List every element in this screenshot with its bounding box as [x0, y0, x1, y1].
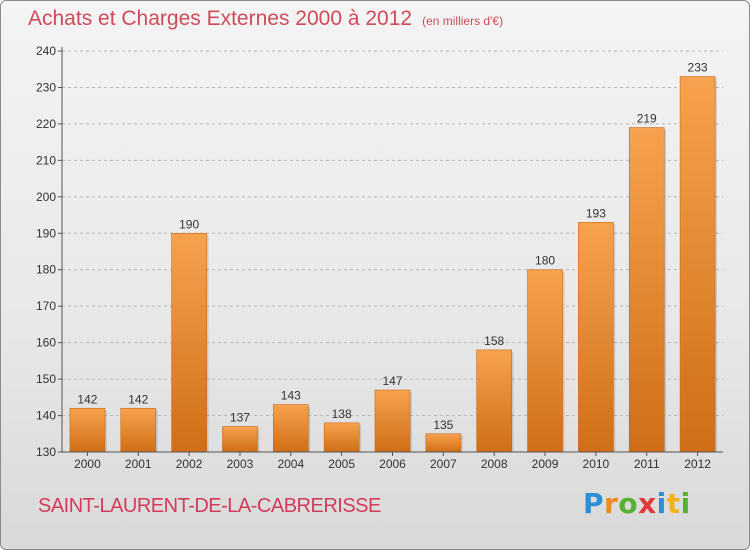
- bar-value-label: 147: [382, 374, 402, 388]
- bar-value-label: 143: [281, 389, 301, 403]
- bar: [273, 404, 309, 453]
- bar: [171, 232, 207, 453]
- logo-letter: o: [618, 487, 639, 520]
- x-tick-label: 2000: [74, 457, 101, 471]
- y-tick-label: 150: [36, 372, 56, 386]
- y-tick-label: 130: [36, 445, 56, 459]
- logo-letter: i: [656, 487, 667, 520]
- bar-value-label: 142: [128, 392, 148, 406]
- y-tick-label: 220: [36, 117, 56, 131]
- bar-value-label: 138: [332, 407, 352, 421]
- bar: [679, 76, 716, 453]
- place-name: SAINT-LAURENT-DE-LA-CABRERISSE: [38, 495, 381, 517]
- x-tick-label: 2008: [481, 457, 508, 471]
- axes: [58, 47, 723, 456]
- chart-title-text: Achats et Charges Externes 2000 à 2012: [28, 7, 413, 30]
- labels: 130 140 150 160 170 180 190 200 210 220 230 240 142 2…: [36, 44, 711, 471]
- bar: [425, 433, 462, 453]
- x-tick-label: 2007: [430, 457, 457, 471]
- bar: [69, 407, 106, 453]
- logo-letter: P: [583, 487, 605, 520]
- bar: [374, 389, 411, 453]
- x-tick-label: 2004: [277, 457, 304, 471]
- bar: [476, 349, 512, 453]
- y-tick-label: 170: [36, 299, 56, 313]
- y-tick-label: 140: [36, 409, 56, 423]
- bar-value-label: 135: [433, 418, 453, 432]
- bar-value-label: 190: [179, 217, 199, 231]
- bar: [222, 426, 258, 453]
- y-tick-label: 210: [36, 153, 56, 167]
- bar-value-label: 142: [77, 392, 97, 406]
- x-tick-label: 2005: [328, 457, 355, 471]
- logo-letter: t: [666, 487, 681, 520]
- x-tick-label: 2010: [583, 457, 610, 471]
- logo-letter: r: [604, 487, 619, 520]
- bar: [628, 127, 665, 453]
- logo-letter: x: [638, 487, 657, 520]
- bar: [120, 407, 157, 453]
- x-tick-label: 2002: [176, 457, 203, 471]
- bar: [323, 422, 360, 453]
- logo-letter: i: [680, 487, 691, 520]
- x-tick-label: 2003: [227, 457, 254, 471]
- y-tick-label: 240: [36, 44, 56, 58]
- bar: [578, 222, 614, 453]
- bar-value-label: 180: [535, 254, 555, 268]
- y-tick-label: 230: [36, 80, 56, 94]
- bar-value-label: 219: [637, 112, 657, 126]
- chart-title: Achats et Charges Externes 2000 à 2012 (e…: [28, 7, 503, 31]
- x-tick-label: 2012: [684, 457, 711, 471]
- bars: [69, 76, 718, 453]
- grid-lines: [62, 50, 723, 417]
- bar-value-label: 137: [230, 410, 250, 424]
- bar-value-label: 158: [484, 334, 504, 348]
- x-tick-label: 2001: [125, 457, 152, 471]
- bar: [527, 269, 563, 453]
- bar-value-label: 193: [586, 206, 606, 220]
- x-tick-label: 2006: [379, 457, 406, 471]
- chart-unit: (en milliers d'€): [422, 14, 504, 28]
- y-tick-label: 160: [36, 336, 56, 350]
- y-tick-label: 190: [36, 226, 56, 240]
- x-tick-label: 2009: [532, 457, 559, 471]
- y-tick-label: 180: [36, 263, 56, 277]
- proxiti-logo: Proxiti: [583, 487, 691, 520]
- x-tick-label: 2011: [634, 457, 660, 471]
- y-tick-label: 200: [36, 190, 56, 204]
- bar-value-label: 233: [688, 61, 708, 75]
